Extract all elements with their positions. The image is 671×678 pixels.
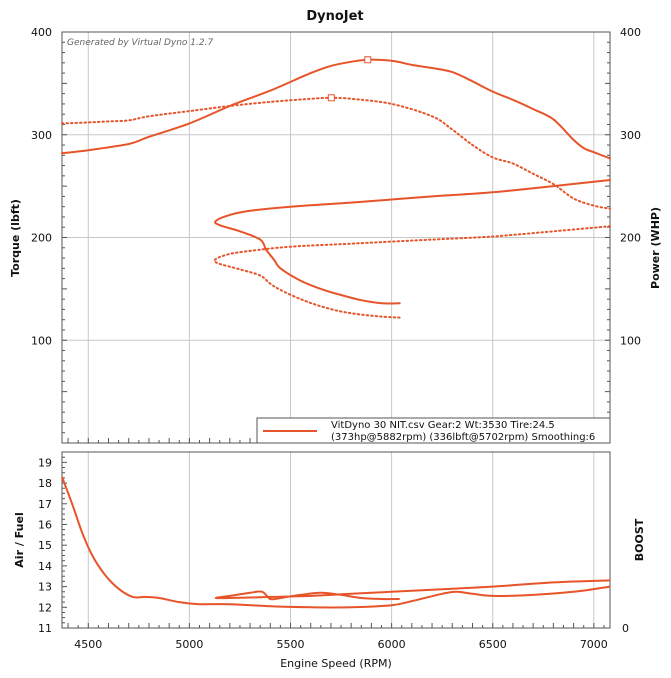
series-line-1: [61, 96, 611, 210]
afr-line-0: [61, 476, 611, 609]
torque-tick-label: 300: [31, 129, 52, 142]
bottom-series: [61, 476, 611, 609]
afr-panel: 11 12 13 14 15 16 17 18 19 4500 5000 5500 6000 6500 7…: [13, 451, 646, 670]
rpm-tick-label: 6000: [378, 638, 406, 651]
torque-tick-label: 100: [31, 334, 52, 347]
top-right-ticks: 100 200 300 400: [620, 26, 641, 347]
top-left-ticks: 100 200 300 400: [31, 26, 52, 347]
bottom-gridlines: [62, 451, 605, 629]
afr-tick-label: 16: [38, 518, 52, 531]
afr-line-1: [214, 579, 611, 601]
top-series: [61, 56, 611, 319]
afr-tick-label: 19: [38, 456, 52, 469]
bottom-left-ticks: 11 12 13 14 15 16 17 18 19: [38, 456, 52, 635]
series-line-2: [214, 179, 611, 305]
legend-line-2: (373hp@5882rpm) (336lbft@5702rpm) Smooth…: [331, 432, 595, 443]
series-line-0: [61, 58, 611, 160]
afr-tick-label: 18: [38, 477, 52, 490]
x-axis-title: Engine Speed (RPM): [280, 657, 392, 670]
watermark-text: Generated by Virtual Dyno 1.2.7: [67, 38, 213, 48]
torque-power-panel: Generated by Virtual Dyno 1.2.7 100 200 30…: [9, 26, 662, 444]
rpm-tick-label: 5500: [277, 638, 305, 651]
afr-tick-label: 14: [38, 560, 52, 573]
afr-tick-label: 11: [38, 622, 52, 635]
top-gridlines: [62, 31, 610, 444]
power-tick-label: 200: [620, 232, 641, 245]
peak-marker-1: [327, 94, 335, 102]
afr-tick-label: 15: [38, 539, 52, 552]
power-tick-label: 100: [620, 334, 641, 347]
rpm-tick-label: 4500: [74, 638, 102, 651]
series-line-3: [213, 225, 611, 319]
rpm-tick-label: 6500: [479, 638, 507, 651]
chart-title: DynoJet: [306, 9, 363, 24]
torque-tick-label: 200: [31, 232, 52, 245]
afr-tick-label: 12: [38, 601, 52, 614]
boost-axis-title: BOOST: [633, 518, 646, 561]
boost-tick-0: 0: [622, 622, 629, 635]
rpm-tick-label: 7000: [580, 638, 608, 651]
legend-line-1: VitDyno 30 NIT.csv Gear:2 Wt:3530 Tire:2…: [331, 420, 555, 431]
power-axis-title: Power (WHP): [649, 207, 662, 289]
power-tick-label: 300: [620, 129, 641, 142]
x-axis-ticks: 4500 5000 5500 6000 6500 7000: [74, 638, 608, 651]
power-tick-label: 400: [620, 26, 641, 39]
afr-axis-title: Air / Fuel: [13, 512, 26, 567]
peak-marker-0: [364, 56, 372, 64]
afr-tick-label: 13: [38, 581, 52, 594]
torque-axis-title: Torque (lbft): [9, 199, 22, 277]
torque-tick-label: 400: [31, 26, 52, 39]
legend: VitDyno 30 NIT.csv Gear:2 Wt:3530 Tire:2…: [256, 417, 611, 444]
bottom-plot-frame: [61, 451, 611, 629]
afr-tick-label: 17: [38, 498, 52, 511]
rpm-tick-label: 5000: [175, 638, 203, 651]
